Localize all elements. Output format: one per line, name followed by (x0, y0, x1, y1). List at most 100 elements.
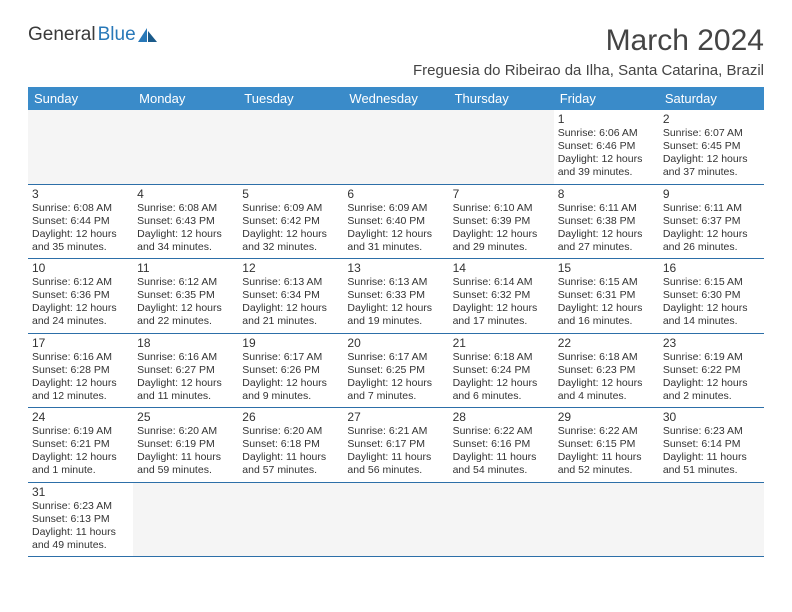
day-info: Sunrise: 6:16 AMSunset: 6:28 PMDaylight:… (32, 351, 129, 404)
daylight-line: Daylight: 12 hours and 4 minutes. (558, 377, 655, 403)
daylight-line: Daylight: 12 hours and 7 minutes. (347, 377, 444, 403)
sunset-line: Sunset: 6:26 PM (242, 364, 339, 377)
day-cell: 20Sunrise: 6:17 AMSunset: 6:25 PMDayligh… (343, 333, 448, 408)
day-cell: 14Sunrise: 6:14 AMSunset: 6:32 PMDayligh… (449, 259, 554, 334)
empty-cell (133, 482, 238, 557)
day-info: Sunrise: 6:13 AMSunset: 6:34 PMDaylight:… (242, 276, 339, 329)
daylight-line: Daylight: 12 hours and 37 minutes. (663, 153, 760, 179)
day-number: 26 (242, 410, 339, 424)
day-cell: 2Sunrise: 6:07 AMSunset: 6:45 PMDaylight… (659, 110, 764, 184)
sunrise-line: Sunrise: 6:12 AM (137, 276, 234, 289)
daylight-line: Daylight: 12 hours and 11 minutes. (137, 377, 234, 403)
day-info: Sunrise: 6:19 AMSunset: 6:22 PMDaylight:… (663, 351, 760, 404)
calendar-row: 10Sunrise: 6:12 AMSunset: 6:36 PMDayligh… (28, 259, 764, 334)
day-number: 2 (663, 112, 760, 126)
sunrise-line: Sunrise: 6:23 AM (663, 425, 760, 438)
location: Freguesia do Ribeirao da Ilha, Santa Cat… (413, 62, 764, 79)
daylight-line: Daylight: 12 hours and 6 minutes. (453, 377, 550, 403)
empty-cell (449, 110, 554, 184)
sunset-line: Sunset: 6:25 PM (347, 364, 444, 377)
daylight-line: Daylight: 12 hours and 17 minutes. (453, 302, 550, 328)
day-cell: 29Sunrise: 6:22 AMSunset: 6:15 PMDayligh… (554, 408, 659, 483)
day-cell: 3Sunrise: 6:08 AMSunset: 6:44 PMDaylight… (28, 184, 133, 259)
empty-cell (238, 482, 343, 557)
sunset-line: Sunset: 6:18 PM (242, 438, 339, 451)
day-info: Sunrise: 6:06 AMSunset: 6:46 PMDaylight:… (558, 127, 655, 180)
daylight-line: Daylight: 11 hours and 56 minutes. (347, 451, 444, 477)
daylight-line: Daylight: 12 hours and 2 minutes. (663, 377, 760, 403)
sunrise-line: Sunrise: 6:13 AM (347, 276, 444, 289)
sunrise-line: Sunrise: 6:11 AM (558, 202, 655, 215)
day-cell: 16Sunrise: 6:15 AMSunset: 6:30 PMDayligh… (659, 259, 764, 334)
sunrise-line: Sunrise: 6:09 AM (347, 202, 444, 215)
sunrise-line: Sunrise: 6:08 AM (137, 202, 234, 215)
day-info: Sunrise: 6:18 AMSunset: 6:23 PMDaylight:… (558, 351, 655, 404)
sunset-line: Sunset: 6:34 PM (242, 289, 339, 302)
day-cell: 7Sunrise: 6:10 AMSunset: 6:39 PMDaylight… (449, 184, 554, 259)
day-number: 27 (347, 410, 444, 424)
daylight-line: Daylight: 11 hours and 59 minutes. (137, 451, 234, 477)
day-cell: 8Sunrise: 6:11 AMSunset: 6:38 PMDaylight… (554, 184, 659, 259)
sunrise-line: Sunrise: 6:16 AM (32, 351, 129, 364)
day-cell: 5Sunrise: 6:09 AMSunset: 6:42 PMDaylight… (238, 184, 343, 259)
sunrise-line: Sunrise: 6:09 AM (242, 202, 339, 215)
sunrise-line: Sunrise: 6:16 AM (137, 351, 234, 364)
day-header: Friday (554, 87, 659, 110)
day-number: 15 (558, 261, 655, 275)
day-cell: 9Sunrise: 6:11 AMSunset: 6:37 PMDaylight… (659, 184, 764, 259)
calendar-row: 1Sunrise: 6:06 AMSunset: 6:46 PMDaylight… (28, 110, 764, 184)
day-cell: 19Sunrise: 6:17 AMSunset: 6:26 PMDayligh… (238, 333, 343, 408)
sunset-line: Sunset: 6:39 PM (453, 215, 550, 228)
day-cell: 27Sunrise: 6:21 AMSunset: 6:17 PMDayligh… (343, 408, 448, 483)
sunset-line: Sunset: 6:37 PM (663, 215, 760, 228)
sunrise-line: Sunrise: 6:20 AM (137, 425, 234, 438)
daylight-line: Daylight: 12 hours and 29 minutes. (453, 228, 550, 254)
day-info: Sunrise: 6:23 AMSunset: 6:13 PMDaylight:… (32, 500, 129, 553)
sunrise-line: Sunrise: 6:11 AM (663, 202, 760, 215)
sunset-line: Sunset: 6:35 PM (137, 289, 234, 302)
sunset-line: Sunset: 6:36 PM (32, 289, 129, 302)
day-info: Sunrise: 6:20 AMSunset: 6:18 PMDaylight:… (242, 425, 339, 478)
empty-cell (133, 110, 238, 184)
day-cell: 31Sunrise: 6:23 AMSunset: 6:13 PMDayligh… (28, 482, 133, 557)
sunset-line: Sunset: 6:46 PM (558, 140, 655, 153)
day-number: 29 (558, 410, 655, 424)
day-info: Sunrise: 6:17 AMSunset: 6:25 PMDaylight:… (347, 351, 444, 404)
day-header: Wednesday (343, 87, 448, 110)
empty-cell (238, 110, 343, 184)
daylight-line: Daylight: 12 hours and 21 minutes. (242, 302, 339, 328)
day-info: Sunrise: 6:12 AMSunset: 6:36 PMDaylight:… (32, 276, 129, 329)
daylight-line: Daylight: 12 hours and 39 minutes. (558, 153, 655, 179)
brand-logo: GeneralBlue (28, 24, 158, 46)
sunset-line: Sunset: 6:33 PM (347, 289, 444, 302)
sunrise-line: Sunrise: 6:23 AM (32, 500, 129, 513)
day-info: Sunrise: 6:22 AMSunset: 6:16 PMDaylight:… (453, 425, 550, 478)
day-header-row: SundayMondayTuesdayWednesdayThursdayFrid… (28, 87, 764, 110)
sunset-line: Sunset: 6:45 PM (663, 140, 760, 153)
day-number: 30 (663, 410, 760, 424)
sail-icon (138, 28, 158, 42)
sunset-line: Sunset: 6:16 PM (453, 438, 550, 451)
sunset-line: Sunset: 6:44 PM (32, 215, 129, 228)
day-number: 1 (558, 112, 655, 126)
daylight-line: Daylight: 12 hours and 35 minutes. (32, 228, 129, 254)
sunset-line: Sunset: 6:23 PM (558, 364, 655, 377)
empty-cell (449, 482, 554, 557)
day-cell: 25Sunrise: 6:20 AMSunset: 6:19 PMDayligh… (133, 408, 238, 483)
empty-cell (343, 482, 448, 557)
day-info: Sunrise: 6:09 AMSunset: 6:42 PMDaylight:… (242, 202, 339, 255)
sunset-line: Sunset: 6:19 PM (137, 438, 234, 451)
daylight-line: Daylight: 12 hours and 1 minute. (32, 451, 129, 477)
daylight-line: Daylight: 12 hours and 31 minutes. (347, 228, 444, 254)
sunset-line: Sunset: 6:17 PM (347, 438, 444, 451)
day-number: 28 (453, 410, 550, 424)
empty-cell (343, 110, 448, 184)
day-cell: 23Sunrise: 6:19 AMSunset: 6:22 PMDayligh… (659, 333, 764, 408)
day-info: Sunrise: 6:16 AMSunset: 6:27 PMDaylight:… (137, 351, 234, 404)
day-number: 18 (137, 336, 234, 350)
sunset-line: Sunset: 6:38 PM (558, 215, 655, 228)
day-info: Sunrise: 6:08 AMSunset: 6:44 PMDaylight:… (32, 202, 129, 255)
sunset-line: Sunset: 6:40 PM (347, 215, 444, 228)
day-cell: 11Sunrise: 6:12 AMSunset: 6:35 PMDayligh… (133, 259, 238, 334)
calendar-row: 24Sunrise: 6:19 AMSunset: 6:21 PMDayligh… (28, 408, 764, 483)
